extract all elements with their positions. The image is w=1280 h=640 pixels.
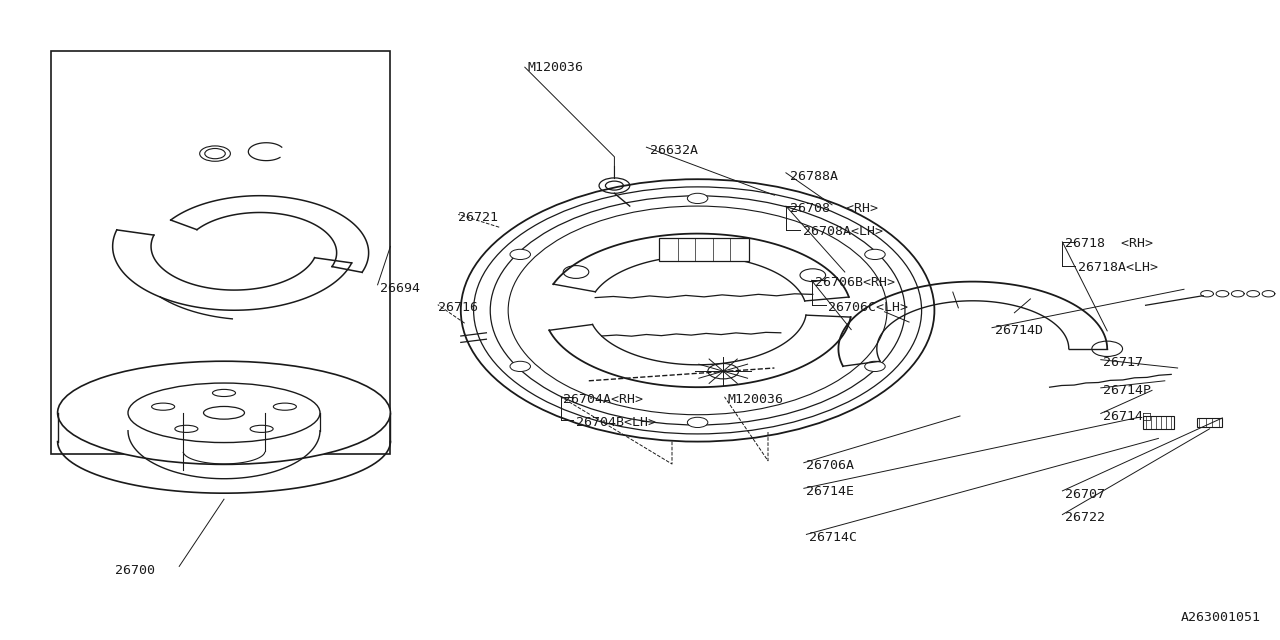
- Text: 26714E: 26714E: [806, 485, 855, 498]
- Bar: [1197, 418, 1222, 427]
- Text: 26694: 26694: [380, 282, 420, 294]
- Bar: [659, 238, 749, 261]
- Ellipse shape: [509, 249, 530, 260]
- Ellipse shape: [687, 193, 708, 204]
- Text: 26721: 26721: [458, 211, 498, 224]
- Text: 26788A: 26788A: [790, 170, 838, 182]
- Ellipse shape: [274, 403, 297, 410]
- Text: 26718  <RH>: 26718 <RH>: [1065, 237, 1153, 250]
- Bar: [51, 51, 390, 454]
- Text: 26632A: 26632A: [650, 144, 699, 157]
- Text: 26706A: 26706A: [806, 460, 855, 472]
- Text: 26714D: 26714D: [995, 324, 1042, 337]
- Text: M120036: M120036: [727, 393, 783, 406]
- Text: 26714□: 26714□: [1103, 410, 1152, 422]
- Text: 26704A<RH>: 26704A<RH>: [563, 393, 644, 406]
- Text: 26704B<LH>: 26704B<LH>: [576, 416, 657, 429]
- Text: 26700: 26700: [115, 564, 155, 577]
- Text: 26708  <RH>: 26708 <RH>: [790, 202, 878, 214]
- Text: 26706B<RH>: 26706B<RH>: [815, 276, 896, 289]
- Text: 26714C: 26714C: [809, 531, 858, 544]
- Ellipse shape: [687, 417, 708, 428]
- Ellipse shape: [204, 406, 244, 419]
- Bar: [1143, 416, 1174, 429]
- Text: 26722: 26722: [1065, 511, 1105, 524]
- Ellipse shape: [250, 425, 273, 433]
- Ellipse shape: [212, 389, 236, 397]
- Ellipse shape: [58, 361, 390, 465]
- Ellipse shape: [865, 361, 886, 371]
- Ellipse shape: [865, 249, 886, 260]
- Ellipse shape: [151, 403, 174, 410]
- Text: 26714P: 26714P: [1103, 384, 1152, 397]
- Text: A263001051: A263001051: [1180, 611, 1261, 624]
- Ellipse shape: [509, 361, 530, 371]
- Text: 26717: 26717: [1103, 356, 1143, 369]
- Text: 26716: 26716: [438, 301, 477, 314]
- Text: 26718A<LH>: 26718A<LH>: [1078, 261, 1158, 274]
- Text: 26707: 26707: [1065, 488, 1105, 500]
- Text: 26706C<LH>: 26706C<LH>: [828, 301, 909, 314]
- Text: M120036: M120036: [527, 61, 584, 74]
- Ellipse shape: [175, 425, 198, 433]
- Ellipse shape: [128, 383, 320, 443]
- Text: 26708A<LH>: 26708A<LH>: [803, 225, 883, 238]
